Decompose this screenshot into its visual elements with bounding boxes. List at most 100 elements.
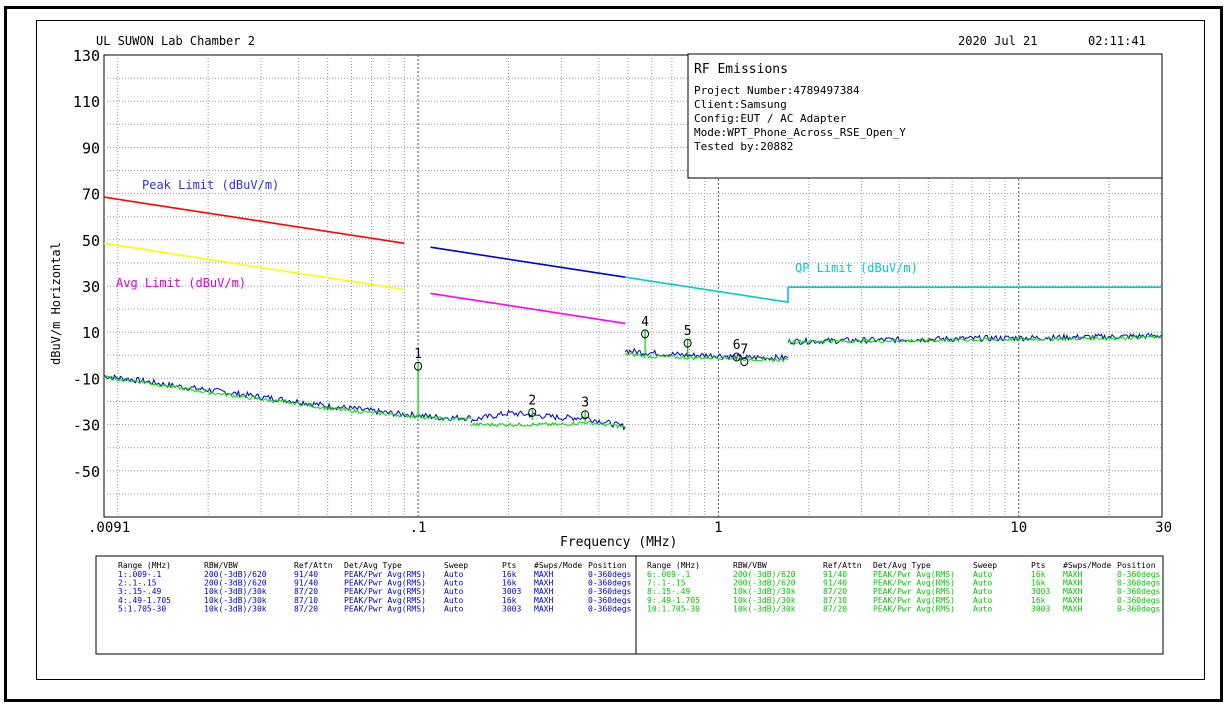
settings-cell: 0-360degs — [1117, 604, 1161, 613]
settings-cell: Auto — [973, 587, 992, 596]
marker-label: 4 — [641, 315, 649, 330]
settings-cell: 200(-3dB)/620 — [733, 570, 796, 579]
outer-frame — [4, 6, 1223, 702]
settings-header-cell: #Swps/Mode — [1063, 561, 1111, 570]
settings-cell: 87/10 — [823, 596, 847, 605]
settings-cell: PEAK/Pwr Avg(RMS) — [344, 587, 426, 596]
trace-segment — [470, 409, 626, 431]
settings-cell: MAXH — [1063, 579, 1082, 588]
settings-cell: 1:.009-.1 — [118, 570, 162, 579]
settings-cell: 10k(-3dB)/30k — [204, 596, 267, 605]
y-tick-label: 70 — [82, 186, 100, 204]
marker-circle — [732, 352, 741, 362]
trace-segment — [470, 420, 626, 429]
info-box-title: RF Emissions — [694, 62, 788, 77]
settings-cell: 3003 — [502, 587, 521, 596]
settings-header-cell: Det/Avg Type — [873, 561, 931, 570]
settings-cell: MAXH — [534, 570, 553, 579]
settings-cell: 3003 — [1031, 587, 1050, 596]
marker-circle — [683, 338, 692, 348]
settings-cell: 9:.49-1.705 — [647, 596, 700, 605]
marker-circle — [528, 407, 537, 417]
settings-cell: 10:1.705-30 — [647, 604, 700, 613]
settings-cell: PEAK/Pwr Avg(RMS) — [873, 604, 955, 613]
settings-cell: 10k(-3dB)/30k — [733, 604, 796, 613]
settings-header-cell: Pts — [502, 561, 517, 570]
settings-cell: MAXH — [534, 587, 553, 596]
settings-header-cell: Range (MHz) — [647, 561, 700, 570]
settings-cell: 10k(-3dB)/30k — [204, 604, 267, 613]
x-axis-label: Frequency (MHz) — [560, 535, 677, 550]
settings-cell: PEAK/Pwr Avg(RMS) — [344, 604, 426, 613]
settings-cell: 8:.15-.49 — [647, 587, 691, 596]
settings-cell: PEAK/Pwr Avg(RMS) — [344, 596, 426, 605]
header-date: 2020 Jul 21 — [958, 34, 1037, 48]
marker-label: 5 — [684, 324, 692, 339]
settings-cell: 16k — [502, 596, 517, 605]
header-left: UL SUWON Lab Chamber 2 — [96, 34, 255, 48]
avg-limit-label: Avg Limit (dBuV/m) — [116, 276, 246, 290]
info-line-project: Project Number:4789497384 — [694, 84, 860, 97]
settings-cell: Auto — [973, 570, 992, 579]
settings-cell: 7:.1-.15 — [647, 579, 686, 588]
settings-cell: 16k — [502, 579, 517, 588]
marker-circle — [581, 410, 590, 420]
settings-cell: MAXH — [1063, 587, 1082, 596]
marker-circle — [740, 357, 749, 367]
settings-header-cell: Pts — [1031, 561, 1046, 570]
y-tick-label: 90 — [82, 139, 100, 157]
settings-header-cell: Sweep — [973, 561, 997, 570]
settings-header-cell: Range (MHz) — [118, 561, 171, 570]
settings-cell: Auto — [973, 604, 992, 613]
x-tick-label: 30 — [1155, 520, 1172, 536]
settings-cell: 6:.009-.1 — [647, 570, 691, 579]
inner-frame — [36, 20, 1205, 680]
settings-cell: 0-360degs — [1117, 570, 1161, 579]
trace-segment — [103, 374, 472, 422]
marker-label: 7 — [740, 343, 748, 358]
peak-markers: 1 2 3 4 5 6 7 — [414, 315, 749, 420]
settings-cell: MAXH — [534, 604, 553, 613]
marker-label: 2 — [528, 393, 536, 408]
settings-cell: Auto — [444, 570, 463, 579]
settings-cell: PEAK/Pwr Avg(RMS) — [873, 596, 955, 605]
peak-limit-label: Peak Limit (dBuV/m) — [142, 178, 279, 192]
grid-lines — [103, 54, 1163, 518]
settings-cell: 10k(-3dB)/30k — [733, 587, 796, 596]
settings-cell: 0-360degs — [1117, 587, 1161, 596]
settings-cell: 0-360degs — [588, 596, 632, 605]
settings-header-cell: Ref/Attn — [823, 561, 862, 570]
settings-cell: 16k — [1031, 579, 1046, 588]
marker-label: 6 — [733, 338, 741, 353]
settings-cell: 4:.49-1.705 — [118, 596, 171, 605]
settings-cell: PEAK/Pwr Avg(RMS) — [873, 587, 955, 596]
settings-table-cells: Range (MHz) RBW/VBW Ref/Attn Det/Avg Type Sw… — [118, 561, 1161, 613]
peak-limit-line — [103, 196, 405, 245]
settings-cell: Auto — [444, 587, 463, 596]
settings-cell: MAXH — [534, 579, 553, 588]
settings-cell: PEAK/Pwr Avg(RMS) — [873, 570, 955, 579]
settings-header-cell: Position — [1117, 561, 1156, 570]
trace-lines — [103, 329, 1163, 431]
avg-limit-line — [103, 242, 405, 291]
settings-cell: MAXH — [1063, 596, 1082, 605]
y-tick-label: -30 — [73, 417, 100, 435]
settings-cell: 3003 — [502, 604, 521, 613]
settings-cell: 0-360degs — [1117, 596, 1161, 605]
settings-cell: 200(-3dB)/620 — [733, 579, 796, 588]
settings-cell: 16k — [502, 570, 517, 579]
settings-header-cell: #Swps/Mode — [534, 561, 582, 570]
settings-cell: 87/10 — [294, 596, 318, 605]
info-line-mode: Mode:WPT_Phone_Across_RSE_Open_Y — [694, 126, 906, 139]
settings-cell: Auto — [444, 596, 463, 605]
settings-cell: 87/20 — [294, 604, 318, 613]
settings-cell: 16k — [1031, 570, 1046, 579]
y-tick-label: 50 — [82, 232, 100, 250]
settings-cell: Auto — [444, 579, 463, 588]
settings-cell: PEAK/Pwr Avg(RMS) — [344, 570, 426, 579]
settings-cell: 5:1.705-30 — [118, 604, 166, 613]
settings-cell: PEAK/Pwr Avg(RMS) — [873, 579, 955, 588]
settings-cell: PEAK/Pwr Avg(RMS) — [344, 579, 426, 588]
settings-cell: 91/40 — [294, 579, 318, 588]
